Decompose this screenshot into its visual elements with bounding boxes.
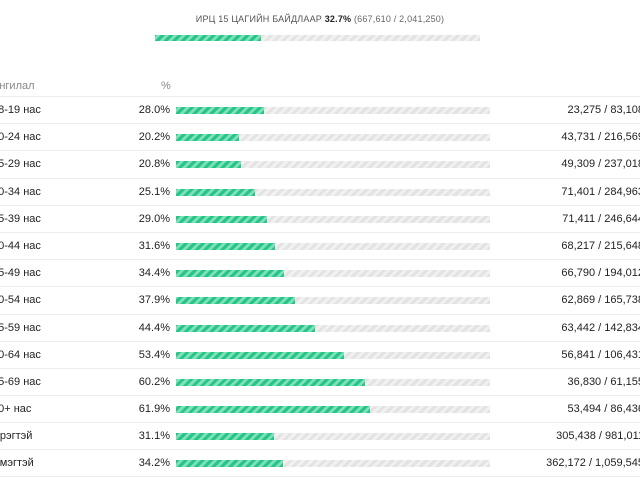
row-percent: 44.4% bbox=[138, 321, 170, 334]
row-progress-bar bbox=[176, 270, 490, 278]
row-percent: 61.9% bbox=[138, 403, 170, 416]
row-progress-fill bbox=[176, 242, 276, 250]
row-progress-fill bbox=[176, 161, 242, 169]
row-count: 36,830 / 61,155 bbox=[567, 375, 640, 388]
table-row: 55-59 нас 44.4% 63,442 / 142,834 bbox=[0, 313, 640, 341]
row-label: 20-24 нас bbox=[0, 131, 41, 144]
row-count: 71,411 / 246,644 bbox=[562, 212, 640, 225]
summary-prefix: ИРЦ 15 ЦАГИЙН БАЙДЛААР bbox=[195, 14, 322, 24]
row-progress-bar bbox=[176, 188, 490, 196]
row-progress-fill bbox=[176, 215, 268, 223]
row-label: 18-19 нас bbox=[0, 104, 41, 116]
row-progress-bar bbox=[176, 242, 490, 250]
row-count: 49,309 / 237,018 bbox=[561, 158, 640, 171]
row-progress-bar bbox=[176, 351, 490, 359]
row-progress-fill bbox=[176, 378, 366, 386]
row-progress-bar bbox=[176, 161, 490, 169]
summary-percent: 32.7% bbox=[324, 14, 352, 24]
row-progress-fill bbox=[176, 324, 316, 332]
row-progress-bar bbox=[176, 107, 490, 114]
row-label: 70+ нас bbox=[0, 403, 32, 416]
row-label: 45-49 нас bbox=[0, 267, 41, 280]
row-count: 362,172 / 1,059,545 bbox=[546, 457, 640, 470]
row-progress-bar bbox=[176, 215, 490, 223]
summary-detail: (667,610 / 2,041,250) bbox=[353, 14, 445, 24]
row-label: 55-59 нас bbox=[0, 321, 41, 334]
row-percent: 28.0% bbox=[138, 104, 170, 116]
row-progress-fill bbox=[176, 460, 284, 468]
row-count: 43,731 / 216,569 bbox=[561, 131, 640, 144]
row-count: 63,442 / 142,834 bbox=[561, 321, 640, 334]
table-row: Эрэгтэй 31.1% 305,438 / 981,011 bbox=[0, 422, 640, 449]
row-percent: 34.2% bbox=[138, 457, 170, 470]
header-percent: % bbox=[161, 80, 171, 92]
row-percent: 25.1% bbox=[138, 185, 170, 198]
row-progress-bar bbox=[176, 433, 490, 441]
header-category: Ангилал bbox=[0, 80, 35, 92]
row-progress-bar bbox=[176, 406, 490, 414]
row-progress-fill bbox=[176, 406, 371, 414]
row-count: 53,494 / 86,436 bbox=[567, 403, 640, 416]
row-progress-fill bbox=[176, 134, 240, 142]
row-label: 25-29 нас bbox=[0, 158, 41, 171]
row-count: 56,841 / 106,431 bbox=[561, 348, 640, 361]
table-row: 40-44 нас 31.6% 68,217 / 215,648 bbox=[0, 231, 640, 259]
row-progress-bar bbox=[176, 297, 490, 305]
row-label: 50-54 нас bbox=[0, 294, 41, 307]
row-percent: 60.2% bbox=[138, 375, 170, 388]
table-row: 65-69 нас 60.2% 36,830 / 61,155 bbox=[0, 367, 640, 395]
turnout-summary: ИРЦ 15 ЦАГИЙН БАЙДЛААР 32.7% (667,610 / … bbox=[0, 14, 640, 24]
row-label: Эрэгтэй bbox=[0, 430, 33, 443]
row-label: 60-64 нас bbox=[0, 348, 41, 361]
row-percent: 31.1% bbox=[138, 430, 170, 443]
row-progress-fill bbox=[176, 297, 295, 305]
row-progress-bar bbox=[176, 460, 490, 468]
overall-progress-fill bbox=[155, 35, 262, 41]
row-count: 305,438 / 981,011 bbox=[556, 430, 640, 443]
row-percent: 37.9% bbox=[138, 294, 170, 307]
row-progress-fill bbox=[176, 351, 344, 359]
table-row: 50-54 нас 37.9% 62,869 / 165,738 bbox=[0, 286, 640, 313]
row-progress-bar bbox=[176, 378, 490, 386]
table-row: 18-19 нас 28.0% 23,275 / 83,108 bbox=[0, 96, 640, 123]
row-label: Эмэгтэй bbox=[0, 457, 34, 470]
row-percent: 29.0% bbox=[138, 212, 170, 225]
row-label: 35-39 нас bbox=[0, 212, 41, 225]
row-percent: 20.2% bbox=[138, 131, 170, 144]
row-count: 62,869 / 165,738 bbox=[561, 294, 640, 307]
row-progress-fill bbox=[176, 107, 264, 114]
row-count: 23,275 / 83,108 bbox=[567, 104, 640, 116]
table-row: 20-24 нас 20.2% 43,731 / 216,569 bbox=[0, 123, 640, 150]
table-row: Эмэгтэй 34.2% 362,172 / 1,059,545 bbox=[0, 449, 640, 477]
row-progress-bar bbox=[176, 134, 490, 142]
table-header: Ангилал % bbox=[0, 80, 640, 96]
row-label: 40-44 нас bbox=[0, 239, 41, 252]
table-row: 35-39 нас 29.0% 71,411 / 246,644 bbox=[0, 204, 640, 232]
row-percent: 34.4% bbox=[138, 267, 170, 280]
table-row: 25-29 нас 20.8% 49,309 / 237,018 bbox=[0, 150, 640, 177]
row-percent: 20.8% bbox=[138, 158, 170, 171]
row-count: 68,217 / 215,648 bbox=[561, 239, 640, 252]
row-progress-bar bbox=[176, 324, 490, 332]
row-percent: 31.6% bbox=[138, 239, 170, 252]
row-count: 71,401 / 284,963 bbox=[561, 185, 640, 198]
row-progress-fill bbox=[176, 188, 255, 196]
row-label: 30-34 нас bbox=[0, 185, 41, 198]
row-label: 65-69 нас bbox=[0, 375, 41, 388]
row-progress-fill bbox=[176, 433, 274, 441]
table-row: 60-64 нас 53.4% 56,841 / 106,431 bbox=[0, 340, 640, 368]
table-row: 45-49 нас 34.4% 66,790 / 194,012 bbox=[0, 259, 640, 286]
row-progress-fill bbox=[176, 270, 285, 278]
overall-progress-bar bbox=[155, 35, 480, 41]
row-count: 66,790 / 194,012 bbox=[561, 267, 640, 280]
table-row: 30-34 нас 25.1% 71,401 / 284,963 bbox=[0, 177, 640, 205]
table-row: 70+ нас 61.9% 53,494 / 86,436 bbox=[0, 395, 640, 422]
row-percent: 53.4% bbox=[138, 348, 170, 361]
